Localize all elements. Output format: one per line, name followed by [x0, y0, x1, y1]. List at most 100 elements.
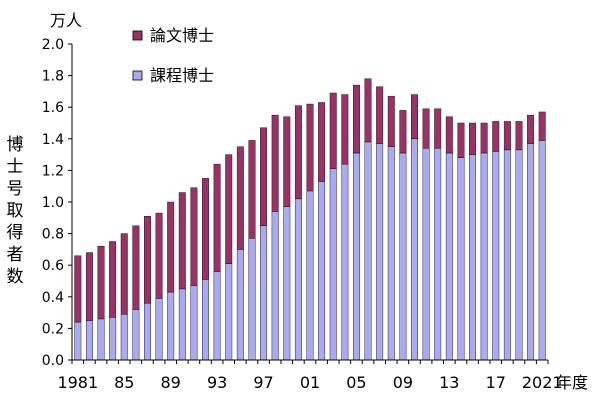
bar-katei-2002: [318, 181, 326, 361]
y-axis-title-char: 博: [7, 135, 24, 155]
bar-katei-1984: [109, 317, 117, 361]
bar-ronbun-1982: [85, 252, 93, 321]
bar-katei-1990: [178, 288, 186, 361]
bar-katei-1996: [248, 238, 256, 361]
x-tick-label: 1981: [57, 373, 98, 392]
bar-katei-2015: [469, 154, 476, 361]
bar-katei-1982: [85, 320, 93, 361]
bar-katei-1985: [120, 313, 128, 361]
bar-katei-2016: [480, 152, 488, 361]
bar-katei-1983: [97, 318, 105, 361]
y-axis-title-char: 数: [7, 267, 24, 287]
bar-ronbun-2004: [341, 94, 349, 165]
y-tick-label: 0.8: [42, 227, 64, 243]
y-tick-label: 1.4: [42, 132, 64, 148]
bar-katei-2004: [341, 163, 349, 361]
bar-katei-2014: [457, 157, 465, 361]
x-axis-unit-label: 年度: [556, 373, 588, 392]
bar-ronbun-1993: [213, 163, 221, 272]
bar-ronbun-1990: [178, 192, 186, 290]
bar-ronbun-2010: [411, 94, 418, 139]
y-tick-label: 0.2: [42, 321, 64, 337]
bar-ronbun-1997: [260, 127, 268, 226]
bar-katei-2019: [515, 149, 523, 361]
bar-ronbun-2011: [422, 108, 430, 149]
x-tick-label: 17: [486, 373, 506, 392]
legend-label-series-katei: 課程博士: [150, 66, 214, 85]
bar-katei-2007: [376, 143, 384, 361]
bar-ronbun-1988: [155, 212, 163, 299]
bar-katei-1986: [132, 309, 140, 361]
bar-ronbun-2017: [492, 121, 500, 152]
y-tick-label: 2.0: [42, 37, 64, 53]
bar-katei-1988: [155, 298, 163, 361]
bar-ronbun-1986: [132, 225, 140, 310]
unit-label: 万人: [50, 11, 82, 30]
bar-katei-1997: [260, 225, 268, 361]
bar-ronbun-1981: [74, 255, 82, 323]
bar-ronbun-1995: [236, 146, 244, 250]
bar-ronbun-2016: [480, 122, 488, 154]
bar-ronbun-2019: [515, 121, 523, 151]
y-tick-label: 0.0: [42, 353, 64, 369]
bar-ronbun-2007: [376, 86, 384, 144]
bar-katei-2017: [492, 151, 500, 361]
x-tick-label: 01: [300, 373, 320, 392]
legend: 論文博士 課程博士: [132, 26, 214, 85]
bar-ronbun-2002: [318, 102, 326, 182]
bar-ronbun-2014: [457, 122, 465, 158]
bar-ronbun-2003: [329, 92, 337, 170]
bar-ronbun-1985: [120, 233, 128, 315]
bar-ronbun-1992: [202, 178, 209, 280]
bar-ronbun-1994: [225, 154, 233, 264]
x-tick-label: 09: [393, 373, 413, 392]
bar-ronbun-2001: [306, 103, 314, 192]
axes: 万人 年度 0.0 0.2 0.4 0.6 0.8 1.0 1.2 1.4 1.6 1.8 2.0 1…: [42, 11, 588, 392]
bar-katei-2005: [352, 152, 360, 361]
y-axis-title-char: 士: [7, 157, 24, 177]
bar-ronbun-2018: [503, 121, 511, 151]
bar-ronbun-1991: [190, 187, 198, 286]
bar-katei-2006: [364, 141, 372, 361]
bar-katei-2011: [422, 148, 430, 361]
bar-katei-2008: [387, 146, 395, 361]
bar-ronbun-2006: [364, 78, 372, 143]
bar-katei-2000: [294, 198, 302, 361]
x-tick-label: 13: [439, 373, 459, 392]
y-axis-title-char: 者: [7, 245, 24, 265]
bar-katei-2001: [306, 190, 314, 361]
bar-ronbun-1999: [283, 116, 291, 207]
legend-swatch-series-katei: [132, 70, 143, 81]
bar-ronbun-1984: [109, 241, 117, 318]
bar-katei-1993: [213, 271, 221, 361]
bar-katei-1991: [190, 285, 198, 361]
y-axis-title-char: 取: [7, 201, 24, 221]
bar-ronbun-2013: [445, 116, 453, 154]
bar-katei-1981: [74, 321, 82, 361]
bar-katei-2021: [538, 140, 546, 361]
y-tick-label: 1.8: [42, 69, 64, 85]
bar-katei-1994: [225, 263, 233, 361]
bar-katei-2003: [329, 168, 337, 361]
bar-katei-2018: [503, 149, 511, 361]
bar-ronbun-2021: [538, 111, 546, 141]
bar-katei-1987: [144, 302, 151, 361]
bar-ronbun-1989: [167, 201, 175, 293]
bar-katei-1999: [283, 206, 291, 361]
y-tick-label: 0.6: [42, 258, 64, 274]
bar-katei-1998: [271, 211, 279, 361]
bar-ronbun-2000: [294, 105, 302, 200]
bar-ronbun-1998: [271, 114, 279, 212]
bar-ronbun-2009: [399, 110, 407, 154]
y-tick-label: 1.2: [42, 163, 64, 179]
legend-swatch-series-ronbun: [132, 30, 143, 41]
y-axis-title-char: 号: [7, 179, 24, 199]
y-tick-label: 1.6: [42, 100, 64, 116]
bar-ronbun-1996: [248, 140, 256, 239]
bar-katei-1995: [236, 249, 244, 361]
y-tick-label: 0.4: [42, 290, 64, 306]
x-tick-label: 97: [253, 373, 273, 392]
bar-ronbun-1983: [97, 246, 105, 320]
